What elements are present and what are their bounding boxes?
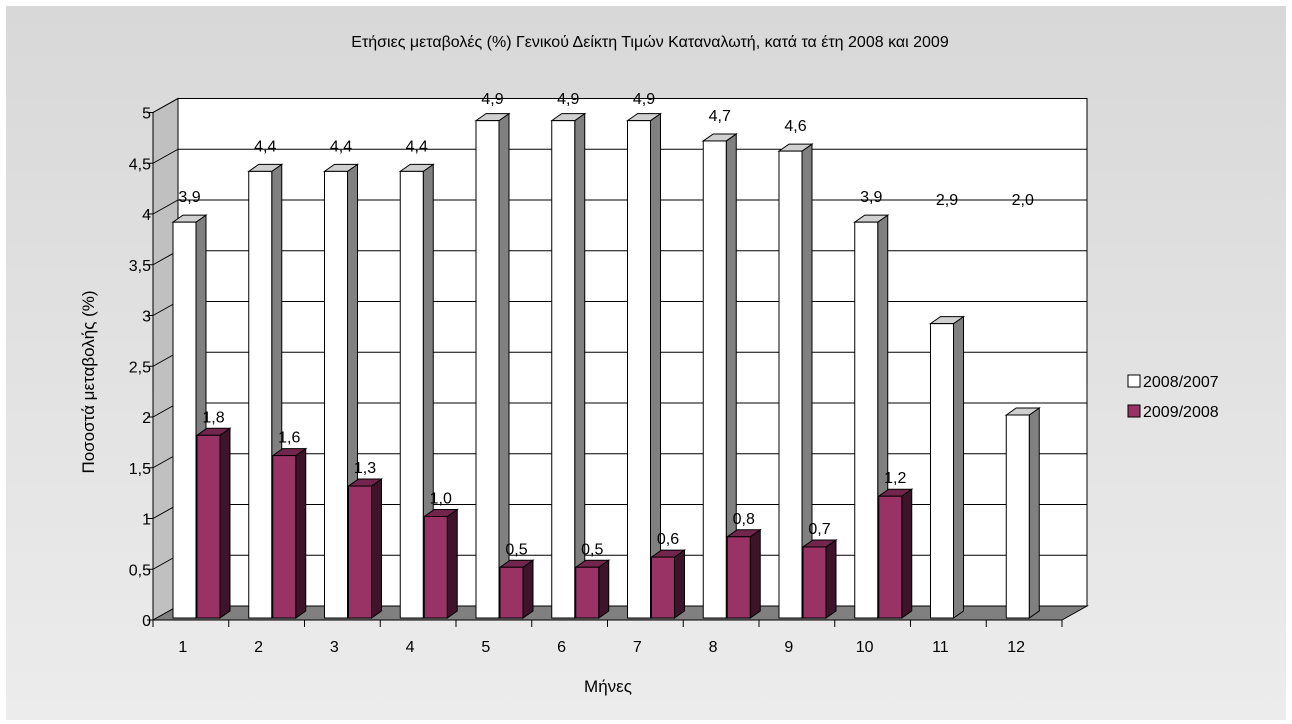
- bar-side: [953, 315, 964, 619]
- bar-2009-2008: [651, 556, 675, 619]
- bar-2008-2007: [172, 221, 197, 619]
- data-label: 4,4: [254, 138, 276, 155]
- data-label: 1,3: [354, 460, 376, 477]
- y-tick-label: 5: [142, 106, 151, 123]
- data-label: 1,6: [278, 430, 300, 447]
- x-tick-label: 6: [557, 639, 566, 656]
- bar-2008-2007: [778, 150, 803, 619]
- data-label: 0,5: [581, 541, 603, 558]
- y-tick-label: 2,5: [129, 359, 151, 376]
- data-label: 4,9: [633, 91, 655, 108]
- gridline-side: [152, 199, 179, 215]
- y-tick-label: 0,5: [129, 562, 151, 579]
- bar-side: [295, 447, 307, 619]
- bar-side: [219, 427, 231, 619]
- bar-chart: 00,511,522,533,544,551 2 3 4 5 6 7 8 9 10 11 12 3,9…: [79, 34, 1219, 696]
- bar-side: [749, 528, 761, 619]
- x-tick-label: 11: [932, 639, 949, 656]
- legend-label: 2008/2007: [1143, 374, 1219, 391]
- data-label: 0,5: [505, 541, 527, 558]
- bar-2008-2007: [399, 170, 424, 619]
- y-tick-label: 1,5: [129, 461, 151, 478]
- x-tick-label: 10: [856, 639, 874, 656]
- x-axis-title: Μήνες: [584, 677, 632, 696]
- bar-2008-2007: [248, 170, 273, 619]
- bar-2009-2008: [802, 546, 827, 619]
- data-label: 4,7: [709, 108, 731, 125]
- x-tick-label: 5: [481, 639, 490, 656]
- bar-2008-2007: [324, 170, 348, 619]
- data-label: 3,9: [860, 189, 882, 206]
- bar-2008-2007: [854, 221, 879, 619]
- bar-2008-2007: [930, 323, 954, 619]
- data-label: 3,9: [178, 189, 200, 206]
- data-label: 2,0: [1012, 192, 1034, 209]
- x-tick-label: 12: [1007, 639, 1025, 656]
- bar-2009-2008: [423, 516, 448, 619]
- y-tick-label: 4: [142, 207, 151, 224]
- x-tick-label: 7: [633, 639, 642, 656]
- data-label: 4,4: [330, 138, 352, 155]
- bar-side: [674, 549, 685, 619]
- bar-2008-2007: [475, 120, 500, 619]
- y-axis-title: Ποσοστά μεταβολής (%): [79, 290, 98, 473]
- x-tick-label: 8: [709, 639, 718, 656]
- data-label: 4,9: [481, 91, 503, 108]
- x-tick-label: 4: [406, 639, 415, 656]
- bar-side: [446, 508, 458, 619]
- gridline-side: [152, 148, 179, 164]
- chart-title: Ετήσιες μεταβολές (%) Γενικού Δείκτη Τιμ…: [351, 34, 949, 51]
- bar-2008-2007: [551, 120, 576, 619]
- y-tick-label: 1: [142, 512, 151, 529]
- x-tick-label: 2: [254, 639, 263, 656]
- data-label: 1,0: [430, 491, 452, 508]
- data-label: 2,9: [936, 192, 958, 209]
- bar-side: [598, 559, 610, 619]
- bar-side: [522, 559, 534, 619]
- bar-2008-2007: [627, 120, 651, 619]
- bar-2009-2008: [575, 566, 600, 619]
- x-tick-label: 3: [330, 639, 339, 656]
- y-tick-label: 3,5: [129, 258, 151, 275]
- bar-2008-2007: [1005, 414, 1030, 619]
- bar-side: [825, 538, 837, 619]
- data-label: 0,6: [657, 531, 679, 548]
- legend-label: 2009/2008: [1143, 404, 1219, 421]
- legend: 2008/2007 2009/2008: [1127, 374, 1219, 421]
- data-label: 0,7: [808, 521, 830, 538]
- data-label: 4,9: [557, 91, 579, 108]
- bar-2008-2007: [702, 140, 727, 619]
- y-tick-label: 0: [142, 613, 151, 630]
- bar-2009-2008: [878, 495, 903, 619]
- y-tick-label: 3: [142, 309, 151, 326]
- legend-swatch: [1127, 374, 1141, 388]
- bar-side: [1028, 407, 1040, 619]
- bar-side: [901, 488, 913, 619]
- data-label: 4,4: [406, 138, 428, 155]
- bar-2009-2008: [272, 455, 297, 619]
- bar-2009-2008: [196, 434, 221, 619]
- x-tick-label: 9: [784, 639, 793, 656]
- x-tick-label: 1: [178, 639, 187, 656]
- data-label: 1,8: [202, 409, 224, 426]
- data-label: 0,8: [733, 511, 755, 528]
- data-label: 4,6: [784, 118, 806, 135]
- bar-side: [371, 478, 382, 619]
- bar-2009-2008: [726, 536, 751, 619]
- y-tick-label: 2: [142, 410, 151, 427]
- data-label: 1,2: [884, 470, 906, 487]
- legend-swatch: [1127, 404, 1141, 418]
- gridline-side: [152, 98, 179, 113]
- bar-2009-2008: [499, 566, 524, 619]
- chart-area: 0 0,5 1 1,5 2 2,5 3 3,5 4 4,5 5 1 2 3 4 5 6 7 8 9 10 11 12 3,9…: [6, 6, 1286, 720]
- y-tick-label: 4,5: [129, 156, 151, 173]
- bar-2009-2008: [348, 485, 372, 619]
